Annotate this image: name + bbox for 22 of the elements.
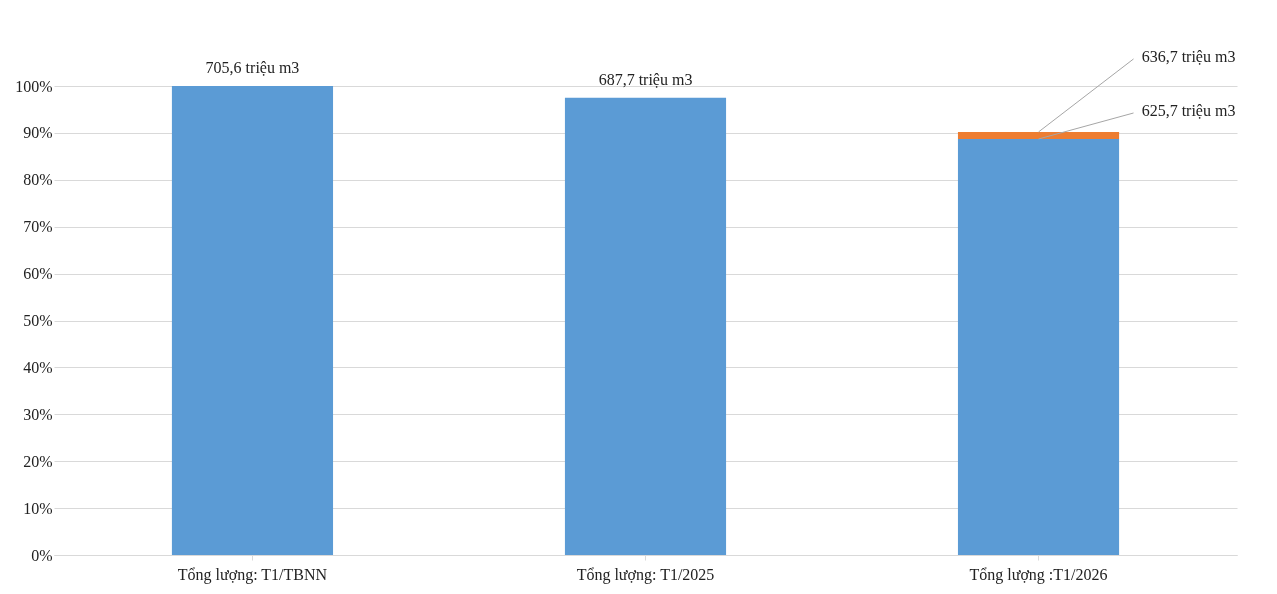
x-tick-label: Tổng lượng: T1/2025 <box>576 565 715 584</box>
y-tick-label: 60% <box>23 265 53 283</box>
x-tick-label: Tổng lượng :T1/2026 <box>969 565 1108 584</box>
bar <box>564 97 727 555</box>
y-tick-label: 10% <box>23 499 53 517</box>
y-tick-label: 100% <box>15 77 53 95</box>
annotation: 705,6 triệu m3 <box>205 59 300 76</box>
annotation: 625,7 triệu m3 <box>1141 102 1236 119</box>
y-tick-label: 90% <box>23 124 53 142</box>
y-tick-label: 50% <box>23 312 53 329</box>
annotation: 687,7 triệu m3 <box>598 70 693 88</box>
y-tick-label: 40% <box>23 358 53 376</box>
bar <box>957 131 1120 139</box>
annotation: 636,7 triệu m3 <box>1141 47 1236 65</box>
y-tick-label: 20% <box>23 452 53 470</box>
y-tick-label: 0% <box>31 546 53 564</box>
y-tick-label: 70% <box>23 218 53 236</box>
y-tick-label: 80% <box>23 171 53 189</box>
x-tick-label: Tổng lượng: T1/TBNN <box>177 565 328 584</box>
bar <box>171 86 334 555</box>
y-tick-label: 30% <box>23 405 53 423</box>
bar <box>957 139 1120 555</box>
